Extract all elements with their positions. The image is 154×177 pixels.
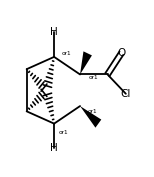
Polygon shape (80, 51, 92, 75)
Text: H: H (50, 143, 58, 153)
Text: or1: or1 (61, 51, 71, 56)
Text: or1: or1 (87, 109, 97, 114)
Text: Cl: Cl (121, 89, 131, 99)
Text: O: O (117, 48, 125, 58)
Text: or1: or1 (89, 75, 99, 81)
Polygon shape (80, 106, 101, 128)
Text: or1: or1 (59, 130, 68, 135)
Text: H: H (50, 27, 58, 37)
